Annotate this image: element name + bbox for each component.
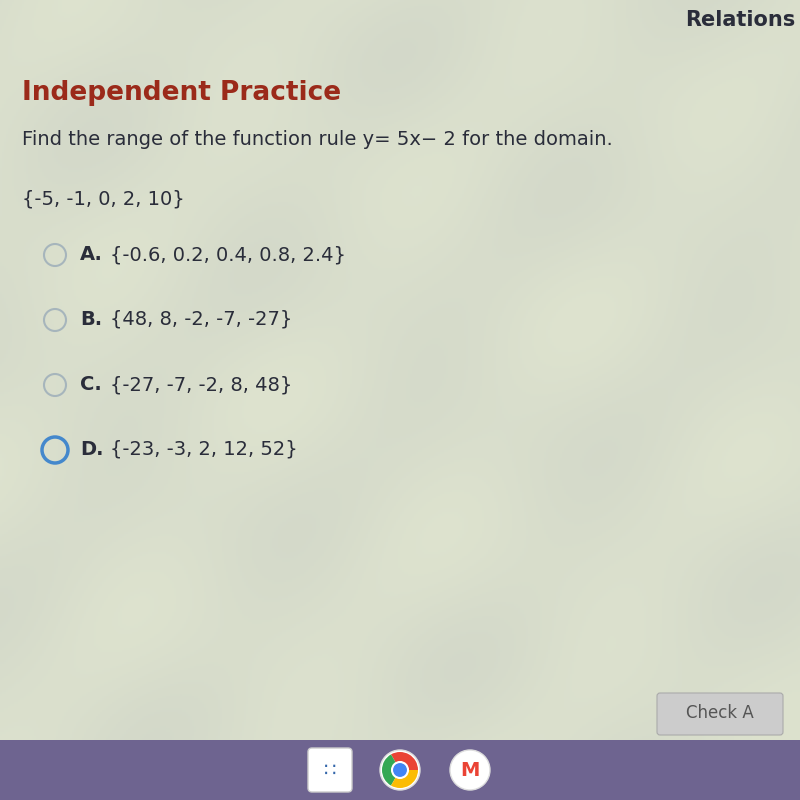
Text: A.: A. <box>80 245 103 264</box>
Circle shape <box>380 750 420 790</box>
Text: {48, 8, -2, -7, -27}: {48, 8, -2, -7, -27} <box>110 310 292 329</box>
Text: {-5, -1, 0, 2, 10}: {-5, -1, 0, 2, 10} <box>22 190 185 209</box>
Wedge shape <box>391 752 418 770</box>
Text: Check A: Check A <box>686 704 754 722</box>
Text: {-0.6, 0.2, 0.4, 0.8, 2.4}: {-0.6, 0.2, 0.4, 0.8, 2.4} <box>110 245 346 264</box>
Text: {-27, -7, -2, 8, 48}: {-27, -7, -2, 8, 48} <box>110 375 292 394</box>
Text: C.: C. <box>80 375 102 394</box>
Wedge shape <box>391 770 418 788</box>
Text: Relations: Relations <box>685 10 795 30</box>
Bar <box>0 740 800 800</box>
Text: D.: D. <box>80 440 103 459</box>
FancyBboxPatch shape <box>308 748 352 792</box>
Text: Find the range of the function rule y= 5x− 2 for the domain.: Find the range of the function rule y= 5… <box>22 130 613 149</box>
Circle shape <box>450 750 490 790</box>
FancyBboxPatch shape <box>657 693 783 735</box>
Text: B.: B. <box>80 310 102 329</box>
Circle shape <box>392 762 408 778</box>
Text: {-23, -3, 2, 12, 52}: {-23, -3, 2, 12, 52} <box>110 440 298 459</box>
Text: ∷: ∷ <box>324 761 336 779</box>
Text: Independent Practice: Independent Practice <box>22 80 341 106</box>
Wedge shape <box>382 754 400 786</box>
Text: M: M <box>460 761 480 779</box>
